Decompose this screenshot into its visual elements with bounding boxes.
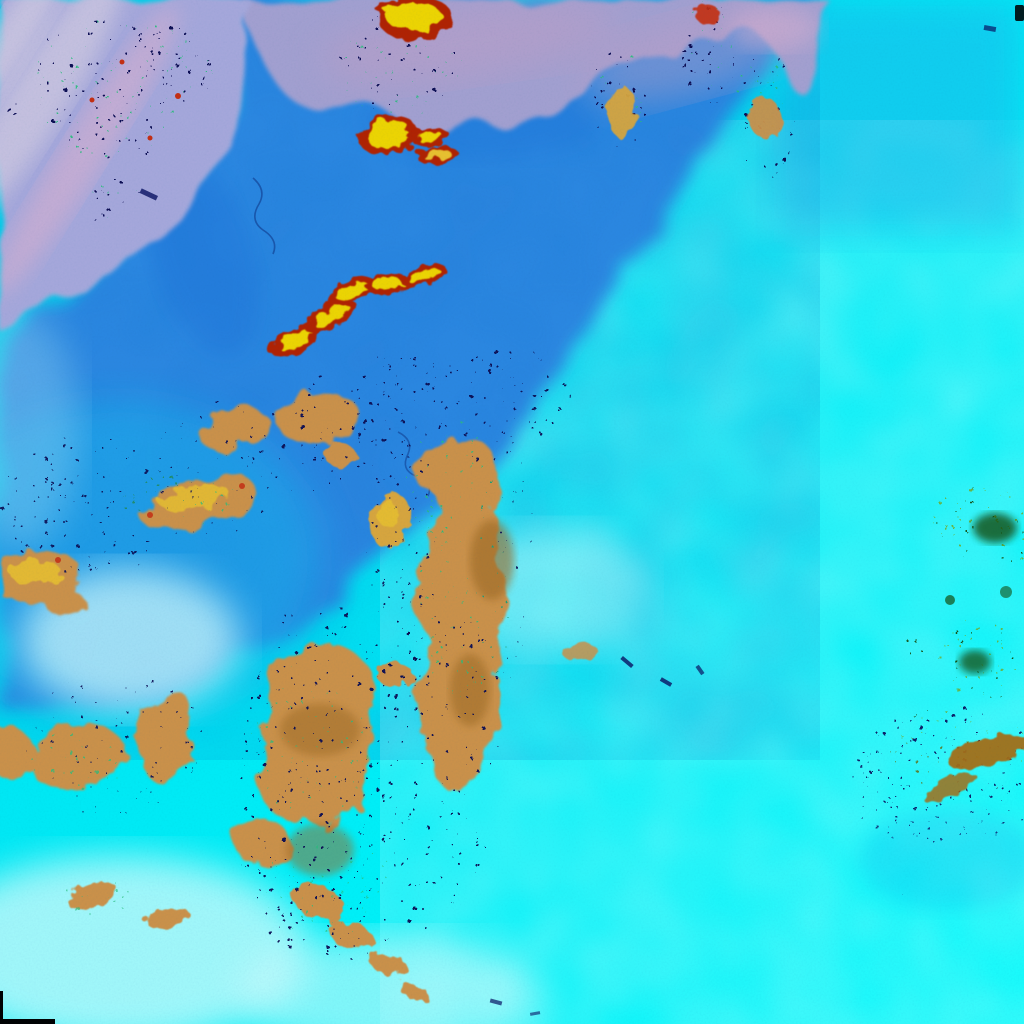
satellite-image [0,0,1024,1024]
grain-overlay [0,0,1024,1024]
satellite-image-viewport [0,0,1024,1024]
